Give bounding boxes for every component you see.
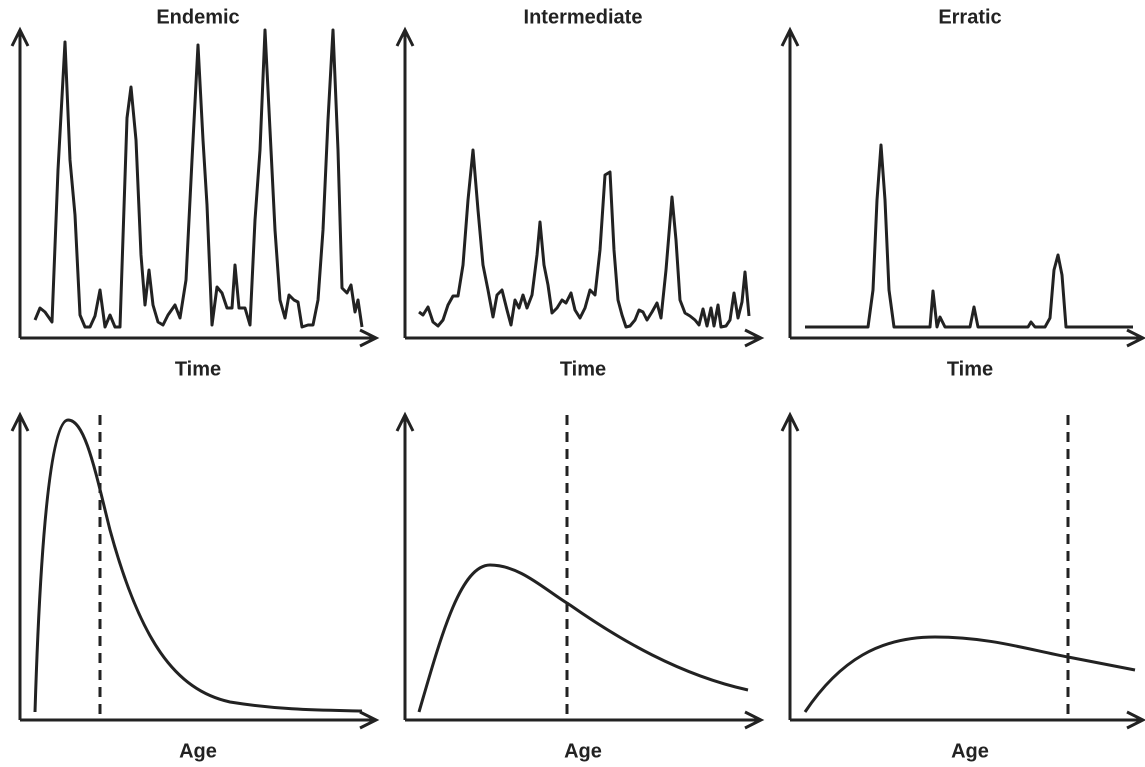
time-series-line <box>33 28 364 329</box>
x-axis-label: Time <box>560 358 606 380</box>
x-axis-label: Time <box>947 358 993 380</box>
axis <box>10 26 380 348</box>
panel-title: Erratic <box>938 6 1001 28</box>
axis <box>395 411 765 730</box>
x-axis-label: Age <box>179 740 217 762</box>
age-curve <box>417 563 749 713</box>
panel-title: Intermediate <box>524 6 643 28</box>
time-series-line <box>418 148 751 329</box>
age-curves <box>33 415 1136 720</box>
age-curve <box>803 635 1136 713</box>
time-series <box>33 28 1133 329</box>
axes <box>10 26 1145 730</box>
time-series-line <box>805 143 1133 329</box>
x-axis-label: Time <box>175 358 221 380</box>
x-axis-label: Age <box>951 740 989 762</box>
panel-title: Endemic <box>156 6 239 28</box>
labels: Endemic Intermediate Erratic Time Time T… <box>156 6 1001 762</box>
x-axis-label: Age <box>564 740 602 762</box>
age-curve <box>33 418 363 713</box>
axis <box>780 411 1145 730</box>
axis <box>10 411 380 730</box>
axis <box>395 26 765 348</box>
axis <box>780 26 1145 348</box>
